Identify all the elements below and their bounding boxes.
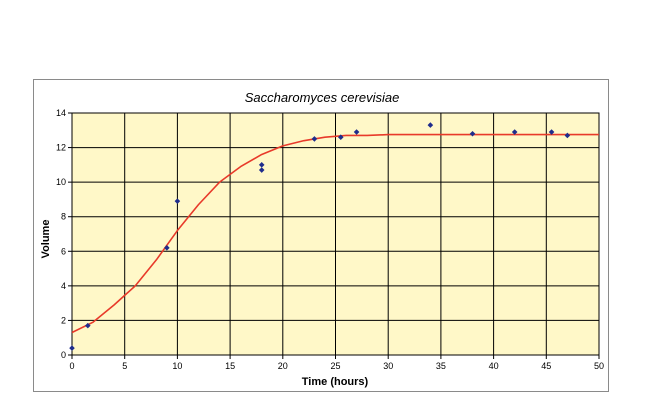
data-point [564, 132, 571, 139]
x-tick-label: 30 [383, 361, 393, 371]
y-tick-label: 12 [56, 143, 66, 153]
x-tick-label: 10 [172, 361, 182, 371]
x-tick-label: 25 [330, 361, 340, 371]
chart-title: Saccharomyces cerevisiae [245, 90, 400, 105]
y-tick-label: 8 [61, 212, 66, 222]
data-point [427, 122, 434, 128]
x-tick-label: 5 [122, 361, 127, 371]
fitted-curve-line [71, 133, 599, 334]
data-point [548, 129, 555, 135]
chart-svg: Saccharomyces cerevisiae 0 5 10 15 20 25 30 35 4… [40, 90, 604, 388]
data-point [85, 322, 91, 329]
y-tick-label: 14 [56, 108, 66, 118]
x-tick-label: 50 [594, 361, 604, 371]
y-tick-label: 0 [61, 350, 66, 360]
y-axis-label: Volume [40, 220, 52, 259]
x-tick-label: 35 [436, 361, 446, 371]
data-point [258, 162, 265, 168]
data-point [69, 345, 75, 351]
data-point [469, 130, 476, 137]
chart-frame: Saccharomyces cerevisiae 0 5 10 15 20 25 30 35 4… [33, 79, 609, 392]
y-tick-label: 2 [61, 315, 66, 325]
y-tick-label: 10 [56, 177, 66, 187]
y-tick-label: 6 [61, 246, 66, 256]
x-tick-label: 45 [541, 361, 551, 371]
data-point [164, 245, 170, 251]
x-axis-label: Time (hours) [302, 376, 369, 388]
x-tick-label: 40 [489, 361, 499, 371]
x-tick-label: 0 [69, 361, 74, 371]
data-point [511, 129, 518, 135]
x-tick-label: 15 [225, 361, 235, 371]
x-tick-label: 20 [278, 361, 288, 371]
data-point [258, 167, 265, 173]
y-tick-label: 4 [61, 281, 66, 291]
data-point [353, 129, 360, 135]
